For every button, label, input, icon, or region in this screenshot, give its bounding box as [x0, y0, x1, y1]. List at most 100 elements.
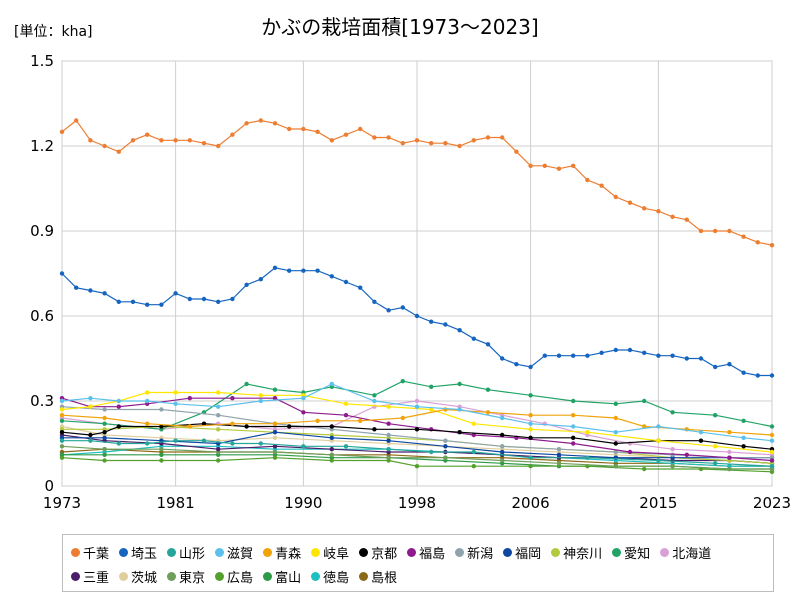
legend-swatch	[612, 547, 622, 557]
y-axis: 0 0.3 0.6 0.9 1.2 1.5	[30, 52, 54, 495]
data-point	[59, 407, 65, 412]
legend-item: 埼玉	[119, 540, 157, 564]
data-point	[769, 432, 775, 438]
data-point	[457, 407, 462, 412]
data-point	[528, 163, 533, 168]
data-point	[670, 410, 675, 415]
data-point	[59, 413, 65, 418]
data-point	[201, 421, 207, 426]
data-point	[386, 421, 391, 426]
data-point	[528, 435, 533, 440]
data-point	[500, 449, 505, 455]
data-point	[556, 447, 562, 452]
legend-swatch	[119, 547, 129, 557]
data-point	[272, 435, 278, 440]
data-point	[471, 464, 476, 469]
data-point	[414, 313, 420, 319]
data-point	[88, 432, 93, 438]
data-point	[116, 398, 122, 404]
data-point	[741, 435, 746, 440]
x-tick-label: 2023	[753, 494, 791, 512]
data-point	[173, 401, 178, 406]
data-point	[485, 135, 491, 140]
data-point	[585, 455, 590, 460]
legend-item: 東京	[167, 564, 205, 588]
data-point	[272, 265, 278, 270]
data-point	[698, 438, 704, 443]
legend-swatch	[311, 547, 321, 557]
data-point	[429, 407, 434, 412]
legend-swatch	[359, 571, 369, 581]
data-point	[684, 356, 689, 361]
legend-swatch	[407, 547, 417, 557]
data-point	[159, 138, 164, 143]
data-point	[769, 243, 775, 248]
data-point	[727, 455, 732, 460]
data-point	[613, 449, 618, 455]
data-point	[642, 466, 647, 472]
series-17	[59, 455, 775, 474]
data-point	[358, 285, 363, 290]
data-point	[102, 415, 107, 421]
series-4	[59, 381, 775, 443]
legend-swatch	[359, 547, 369, 557]
chart-title: かぶの栽培面積[1973～2023]	[261, 15, 538, 39]
data-point	[613, 464, 618, 469]
data-point	[88, 404, 93, 409]
data-point	[372, 135, 377, 140]
data-point	[613, 347, 618, 353]
data-point	[471, 138, 476, 143]
data-point	[372, 299, 377, 304]
series-line	[62, 425, 773, 464]
data-point	[769, 373, 775, 378]
data-point	[59, 398, 65, 404]
legend-swatch	[119, 571, 129, 581]
legend-label: 滋賀	[227, 546, 254, 562]
data-point	[187, 396, 192, 401]
data-point	[159, 407, 164, 412]
data-point	[528, 464, 533, 469]
data-point	[670, 452, 675, 457]
data-point	[769, 449, 775, 455]
legend: 千葉 埼玉 山形 滋賀 青森 岐阜 京都 福島 新潟 福岡 神奈川 愛知 北海道 三重 茨城 東京 広島 富山 徳島…	[62, 534, 774, 592]
legend-item: 島根	[359, 564, 397, 588]
data-point	[329, 274, 334, 279]
x-tick-label: 2006	[512, 494, 550, 512]
data-point	[159, 302, 164, 307]
data-point	[571, 413, 576, 418]
data-point	[514, 149, 519, 154]
data-point	[59, 444, 65, 449]
data-point	[216, 404, 221, 409]
data-point	[329, 447, 334, 452]
data-point	[145, 441, 150, 446]
data-point	[443, 455, 448, 460]
data-point	[301, 126, 306, 132]
data-point	[244, 121, 249, 126]
legend-label: 福島	[419, 546, 446, 562]
data-point	[414, 464, 420, 469]
data-point	[613, 441, 618, 446]
data-point	[329, 381, 334, 387]
data-point	[741, 234, 746, 239]
x-tick-label: 1973	[43, 494, 81, 512]
legend-item: 京都	[359, 540, 397, 564]
data-point	[272, 421, 278, 426]
legend-label: 茨城	[131, 570, 158, 586]
data-point	[627, 449, 633, 455]
data-point	[741, 418, 746, 423]
data-point	[230, 441, 235, 446]
data-point	[528, 364, 533, 370]
data-point	[102, 452, 107, 457]
data-point	[216, 143, 221, 149]
data-point	[528, 421, 533, 426]
legend-label: 愛知	[624, 546, 651, 562]
data-point	[500, 432, 505, 438]
data-point	[287, 424, 292, 429]
data-point	[343, 413, 349, 418]
data-point	[585, 177, 590, 183]
legend-swatch	[311, 571, 321, 581]
legend-swatch	[551, 547, 561, 557]
data-point	[769, 424, 775, 429]
data-point	[329, 452, 334, 457]
